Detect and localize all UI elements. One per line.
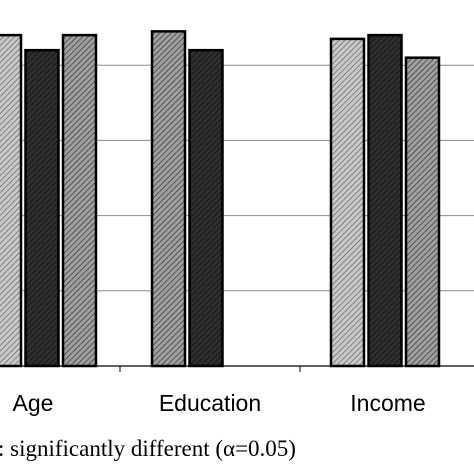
bar-income-1 (367, 33, 403, 368)
bar-age-0 (0, 33, 23, 368)
category-label-education: Education (159, 390, 261, 416)
bar-income-2 (404, 56, 441, 368)
x-axis (0, 365, 474, 372)
category-label-age: Age (13, 390, 54, 416)
footnote: : significantly different (α=0.05) (0, 436, 296, 461)
category-label-income: Income (350, 390, 425, 416)
bar-income-0 (329, 37, 366, 368)
bar-age-1 (24, 48, 60, 368)
bars (0, 30, 441, 368)
category-labels: Age Education Income (13, 390, 426, 416)
bar-education-1 (188, 48, 224, 368)
bar-age-2 (61, 33, 98, 368)
bar-education-0 (150, 30, 187, 368)
